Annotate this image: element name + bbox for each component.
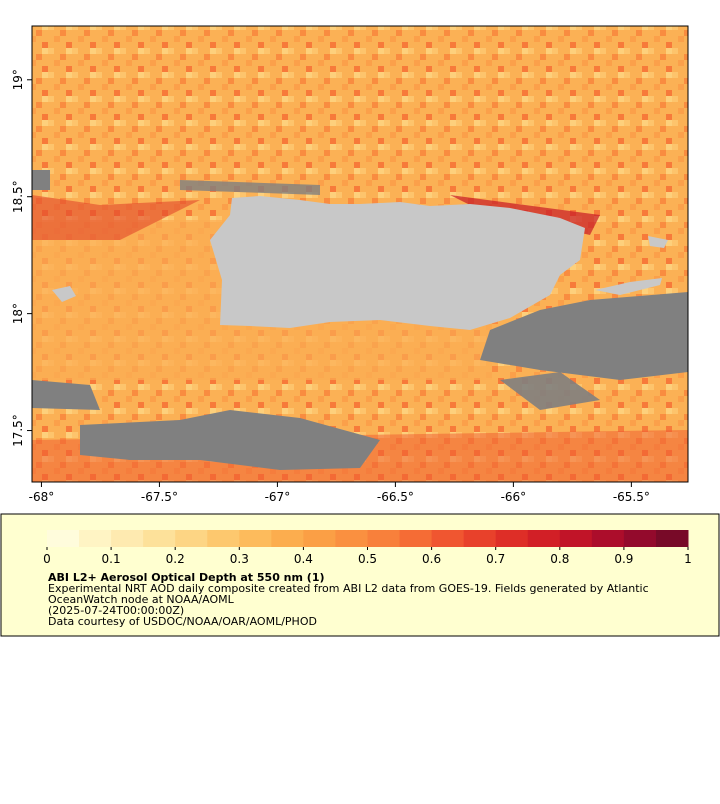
y-tick-label: 19°	[11, 69, 25, 90]
y-tick-label: 18.5°	[11, 180, 25, 213]
y-tick-label: 18°	[11, 303, 25, 324]
legend-line: Experimental NRT AOD daily composite cre…	[48, 582, 649, 595]
colorbar-segment	[623, 530, 657, 547]
x-tick-label: -65.5°	[613, 490, 650, 504]
colorbar-segment	[207, 530, 240, 547]
legend-line: Data courtesy of USDOC/NOAA/OAR/AOML/PHO…	[48, 615, 317, 628]
legend-line: OceanWatch node at NOAA/AOML	[48, 593, 235, 606]
colorbar-tick-label: 0.2	[166, 552, 185, 566]
legend-line: (2025-07-24T00:00:00Z)	[48, 604, 184, 617]
colorbar-tick-label: 0.6	[422, 552, 441, 566]
colorbar-tick-label: 0	[43, 552, 51, 566]
colorbar-tick-label: 0.3	[230, 552, 249, 566]
colorbar-segment	[527, 530, 561, 547]
colorbar-tick-label: 1	[684, 552, 692, 566]
colorbar-segment	[239, 530, 272, 547]
colorbar-segment	[79, 530, 112, 547]
colorbar-tick-label: 0.7	[486, 552, 505, 566]
map-raster	[31, 25, 689, 483]
colorbar-segment	[111, 530, 144, 547]
colorbar-segment	[495, 530, 529, 547]
colorbar-segment	[175, 530, 208, 547]
colorbar-segment	[271, 530, 304, 547]
x-tick-label: -66°	[501, 490, 527, 504]
colorbar-segment	[335, 530, 368, 547]
colorbar-tick-label: 0.5	[358, 552, 377, 566]
legend-title: ABI L2+ Aerosol Optical Depth at 550 nm …	[48, 571, 325, 584]
colorbar-segment	[47, 530, 80, 547]
colorbar-segment	[559, 530, 593, 547]
colorbar-segment	[655, 530, 689, 547]
colorbar-tick-label: 0.8	[550, 552, 569, 566]
colorbar-segment	[303, 530, 336, 547]
colorbar-tick-label: 0.1	[102, 552, 121, 566]
x-tick-label: -66.5°	[377, 490, 414, 504]
colorbar-segment	[591, 530, 625, 547]
colorbar-segment	[367, 530, 401, 547]
colorbar-segment	[143, 530, 176, 547]
colorbar-segment	[463, 530, 497, 547]
x-tick-label: -68°	[29, 490, 55, 504]
colorbar-segment	[399, 530, 433, 547]
colorbar-tick-label: 0.9	[614, 552, 633, 566]
x-tick-label: -67.5°	[141, 490, 178, 504]
colorbar-tick-label: 0.4	[294, 552, 313, 566]
y-tick-label: 17.5°	[11, 414, 25, 447]
colorbar-segment	[431, 530, 465, 547]
x-tick-label: -67°	[265, 490, 291, 504]
